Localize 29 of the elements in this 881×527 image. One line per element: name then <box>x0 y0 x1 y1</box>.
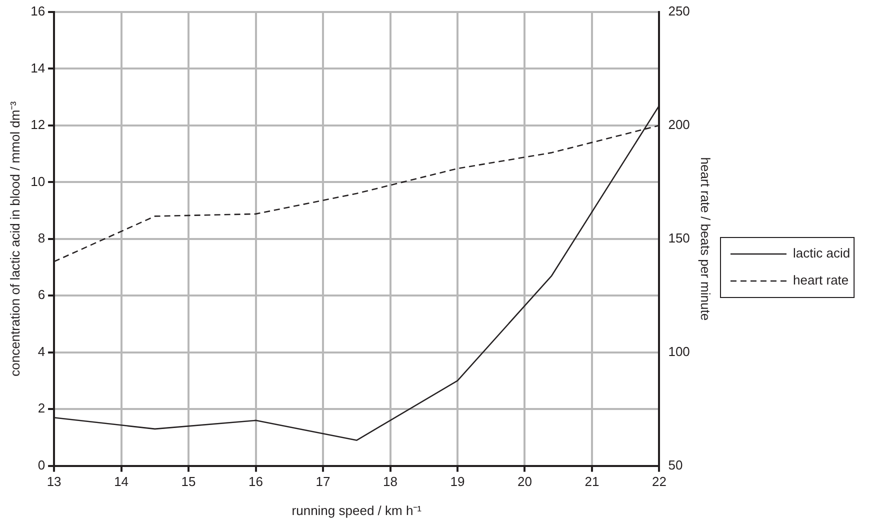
x-tick-label: 17 <box>316 474 330 490</box>
y-tick-label: 4 <box>38 344 46 359</box>
x-tick-label: 16 <box>248 474 264 490</box>
y2-tick-label: 50 <box>668 457 683 472</box>
x-tick-label: 19 <box>450 474 465 490</box>
y2-tick-label: 100 <box>668 344 690 359</box>
y-tick-label: 12 <box>30 117 46 132</box>
x-tick-label: 15 <box>181 474 196 490</box>
y-tick-label: 16 <box>30 4 46 19</box>
y-tick-label: 10 <box>30 174 46 189</box>
x-tick-label: 22 <box>652 474 666 490</box>
x-tick-label: 21 <box>584 474 600 490</box>
legend-label: heart rate <box>793 272 849 288</box>
y-tick-label: 14 <box>30 60 46 76</box>
y-tick-label: 8 <box>38 230 46 246</box>
x-tick-label: 13 <box>46 474 62 490</box>
y2-axis-title: heart rate / beats per minute <box>698 157 714 321</box>
legend-label: lactic acid <box>793 246 850 261</box>
y-tick-label: 6 <box>38 287 46 302</box>
y2-tick-label: 200 <box>668 117 690 132</box>
x-tick-label: 18 <box>383 474 398 490</box>
y2-tick-label: 150 <box>668 230 690 246</box>
x-axis-title: running speed / km h⁻¹ <box>292 502 422 518</box>
y-axis-title: concentration of lactic acid in blood / mmol dm⁻³ <box>7 100 22 376</box>
y-tick-label: 0 <box>38 457 46 472</box>
y2-tick-label: 250 <box>668 4 690 19</box>
y-tick-label: 2 <box>38 400 46 416</box>
x-tick-label: 20 <box>518 474 532 490</box>
x-tick-label: 14 <box>114 474 129 490</box>
